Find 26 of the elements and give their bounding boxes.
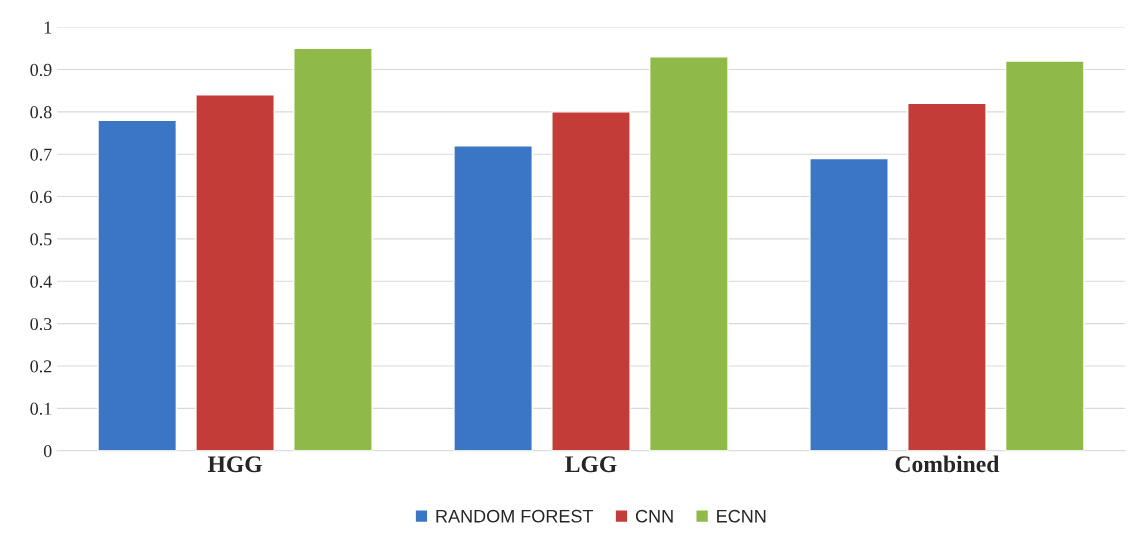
- bar: [907, 102, 987, 451]
- y-tick-label: 0: [43, 444, 52, 458]
- x-tick-label: HGG: [207, 456, 262, 473]
- y-tick-label: 0.5: [30, 233, 52, 246]
- bar: [97, 119, 178, 451]
- bar: [809, 157, 889, 451]
- legend-label: RANDOM FOREST: [436, 509, 594, 523]
- y-tick-label: 0.9: [30, 63, 52, 77]
- y-tick-label: 0.6: [30, 190, 52, 204]
- x-tick-label: LGG: [565, 456, 617, 473]
- y-tick-label: 0.8: [30, 106, 52, 119]
- y-tick-label: 0.2: [30, 360, 52, 373]
- bar: [195, 94, 275, 451]
- y-tick-label: 0.4: [30, 275, 52, 288]
- y-tick-label: 0.7: [30, 148, 52, 161]
- y-tick-label: 0.3: [30, 317, 52, 331]
- legend-label: ECNN: [717, 509, 766, 523]
- bar: [649, 56, 729, 451]
- y-tick-label: 1: [44, 21, 52, 34]
- y-tick-label: 0.1: [30, 402, 52, 415]
- legend-label: CNN: [635, 509, 673, 523]
- bar: [453, 145, 533, 451]
- bar: [551, 111, 631, 451]
- x-tick-label: Combined: [895, 455, 1000, 473]
- bar: [293, 47, 373, 451]
- bar: [1004, 60, 1085, 451]
